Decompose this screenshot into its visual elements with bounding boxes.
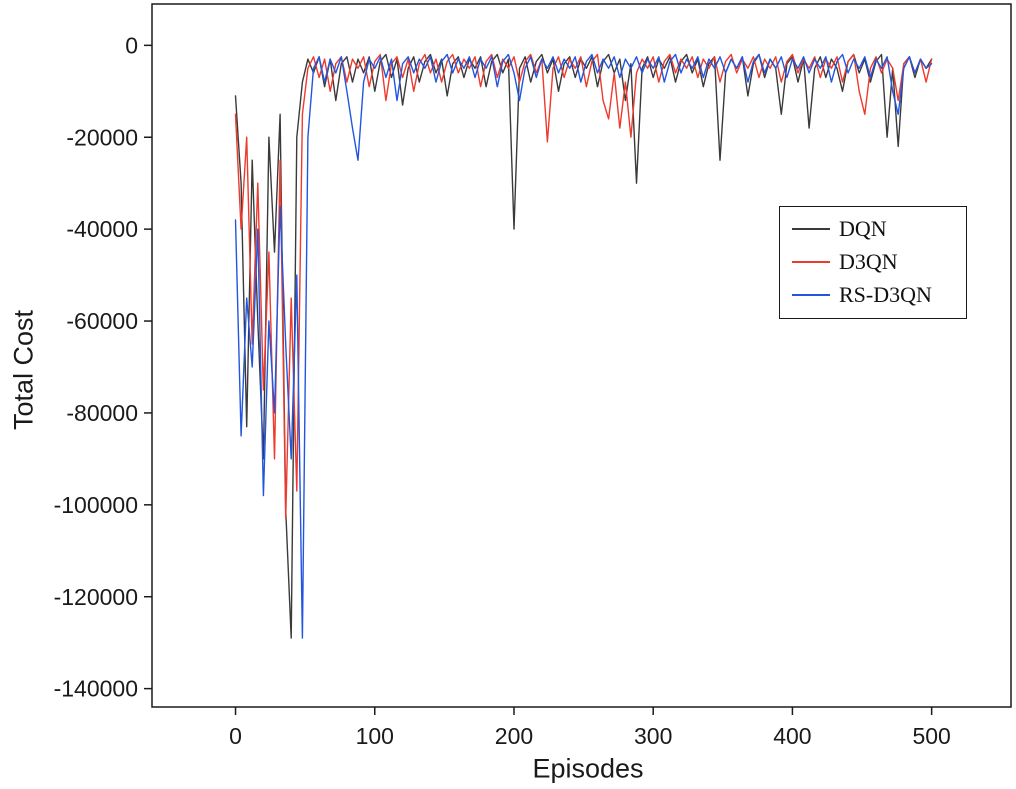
x-tick-label: 0	[229, 723, 242, 749]
y-tick-label: -100000	[54, 492, 138, 518]
legend-line-sample-rs-d3qn	[792, 294, 830, 297]
legend-item-dqn: DQN	[792, 216, 954, 241]
y-axis-title: Total Cost	[8, 309, 39, 431]
x-tick-label: 500	[912, 723, 950, 749]
series-line-rs-d3qn	[234, 53, 933, 639]
legend: DQN D3QN RS-D3QN	[779, 206, 967, 319]
y-tick-label: -40000	[66, 216, 138, 242]
x-tick-label: 300	[634, 723, 672, 749]
y-tick-label: -80000	[66, 400, 138, 426]
x-tick-label: 100	[356, 723, 394, 749]
y-tick-label: -140000	[54, 676, 138, 702]
legend-item-rs-d3qn: RS-D3QN	[792, 283, 954, 307]
x-tick-label: 200	[495, 723, 533, 749]
x-axis-title: Episodes	[532, 753, 644, 784]
y-tick-label: -60000	[66, 308, 138, 334]
series-line-dqn	[234, 53, 933, 639]
legend-item-d3qn: D3QN	[792, 249, 954, 275]
legend-line-sample-d3qn	[792, 261, 830, 264]
legend-line-sample-dqn	[792, 228, 830, 231]
legend-label-d3qn: D3QN	[839, 249, 898, 275]
y-tick-label: -120000	[54, 584, 138, 610]
y-tick-label: -20000	[66, 124, 138, 150]
legend-label-dqn: DQN	[839, 216, 887, 241]
plot-frame	[151, 3, 1012, 708]
x-tick-label: 400	[773, 723, 811, 749]
y-tick-label: 0	[125, 32, 138, 58]
legend-label-rs-d3qn: RS-D3QN	[839, 282, 932, 308]
